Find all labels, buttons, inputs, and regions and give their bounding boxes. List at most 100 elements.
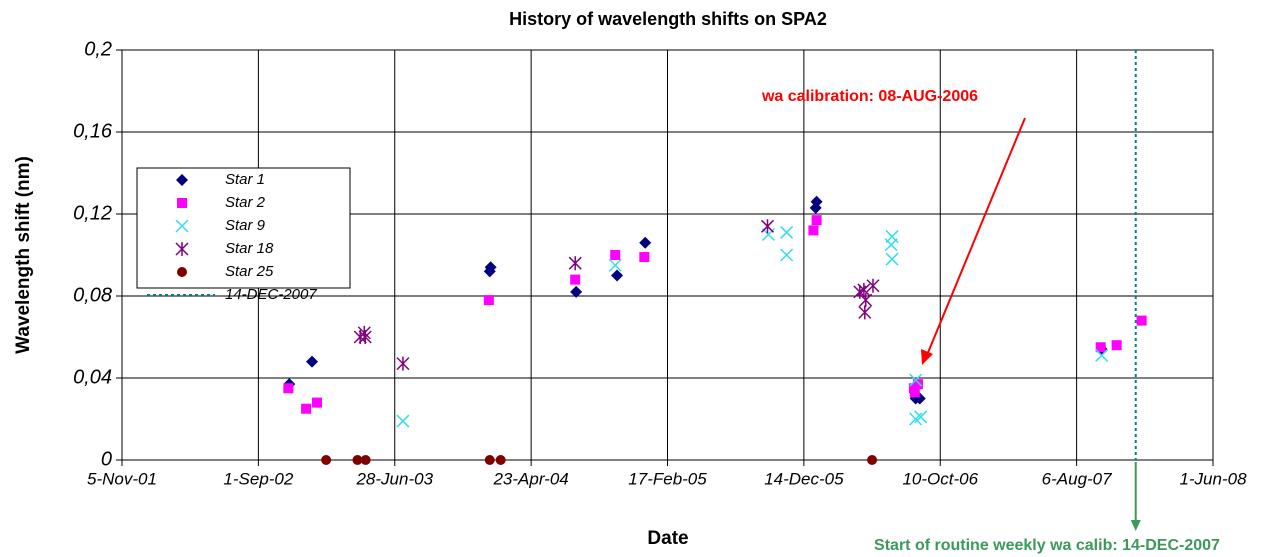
marker — [639, 252, 650, 263]
marker — [358, 330, 372, 344]
marker — [483, 295, 494, 306]
marker — [611, 269, 624, 282]
marker — [912, 379, 923, 390]
marker — [306, 355, 319, 368]
x-tick-label: 17-Feb-05 — [628, 469, 707, 488]
point — [859, 293, 873, 308]
point — [177, 198, 187, 208]
marker — [396, 414, 410, 428]
arrowhead — [921, 349, 933, 365]
marker — [176, 174, 188, 186]
legend — [136, 167, 351, 289]
legend-label: Star 18 — [225, 240, 274, 257]
marker — [283, 383, 294, 394]
y-tick-label: 0,08 — [73, 284, 112, 306]
marker — [175, 242, 189, 256]
marker — [610, 250, 621, 260]
marker — [808, 225, 819, 236]
point — [1095, 342, 1106, 353]
marker — [608, 258, 622, 272]
point — [866, 278, 880, 293]
annotation: Start of routine weekly wa calib: 14-DEC… — [874, 537, 1220, 554]
point — [396, 356, 410, 371]
point — [811, 215, 822, 226]
legend-label: Star 9 — [225, 217, 266, 234]
arrowhead — [1130, 520, 1141, 531]
point — [177, 267, 187, 277]
arrow — [926, 117, 1026, 356]
y-axis-title: Wavelength shift (nm) — [13, 156, 34, 354]
point — [808, 225, 819, 236]
marker — [1111, 340, 1122, 351]
marker — [175, 219, 189, 233]
marker — [780, 248, 794, 262]
point — [639, 236, 652, 249]
marker — [1095, 342, 1106, 353]
marker — [858, 305, 872, 320]
point — [858, 305, 872, 320]
point — [360, 455, 371, 465]
marker — [568, 256, 582, 271]
marker — [639, 236, 652, 249]
point — [352, 455, 363, 465]
x-tick-label: 5-Nov-01 — [87, 469, 157, 488]
marker — [301, 403, 312, 414]
marker — [360, 455, 371, 465]
point — [484, 261, 497, 274]
point — [396, 414, 410, 428]
marker — [810, 195, 823, 208]
point — [909, 373, 923, 387]
x-tick-label: 1-Sep-02 — [223, 469, 293, 488]
y-tick-label: 0,04 — [73, 366, 112, 388]
marker — [909, 373, 923, 387]
legend-label: 14-DEC-2007 — [225, 286, 317, 303]
y-tick-label: 0,16 — [73, 120, 113, 142]
point — [867, 455, 878, 465]
point — [760, 219, 775, 234]
point — [611, 269, 624, 282]
marker — [914, 410, 928, 424]
marker — [321, 455, 332, 465]
point — [306, 355, 319, 368]
marker — [866, 278, 880, 293]
point — [175, 242, 189, 256]
legend-label: Star 2 — [225, 194, 266, 211]
marker — [909, 412, 923, 426]
y-tick-label: 0,12 — [73, 202, 112, 224]
x-tick-label: 6-Aug-07 — [1042, 469, 1112, 488]
point — [312, 397, 323, 408]
marker — [1136, 315, 1147, 326]
point — [570, 285, 583, 298]
point — [639, 252, 650, 263]
marker — [884, 238, 898, 252]
point — [885, 252, 899, 266]
marker — [760, 219, 775, 234]
point — [909, 387, 920, 398]
point — [810, 195, 823, 208]
point — [1111, 340, 1122, 351]
x-tick-label: 28-Jun-03 — [355, 469, 433, 488]
annotation: wa calibration: 08-AUG-2006 — [761, 88, 978, 105]
point — [358, 330, 372, 344]
point — [912, 379, 923, 390]
point — [610, 250, 621, 260]
marker — [859, 293, 873, 308]
plot-area — [121, 49, 1214, 461]
point — [176, 174, 188, 186]
point — [321, 455, 332, 465]
x-tick-label: 1-Jun-08 — [1179, 469, 1247, 488]
marker — [352, 455, 363, 465]
point — [780, 225, 794, 239]
y-tick-label: 0 — [101, 448, 112, 470]
x-tick-label: 10-Oct-06 — [902, 469, 978, 488]
point — [484, 455, 495, 465]
point — [914, 410, 928, 424]
chart-title: History of wavelength shifts on SPA2 — [509, 9, 827, 29]
point — [301, 403, 312, 414]
marker — [780, 225, 794, 239]
point — [1136, 315, 1147, 326]
point — [608, 258, 622, 272]
marker — [484, 455, 495, 465]
legend-label: Star 1 — [225, 171, 265, 188]
